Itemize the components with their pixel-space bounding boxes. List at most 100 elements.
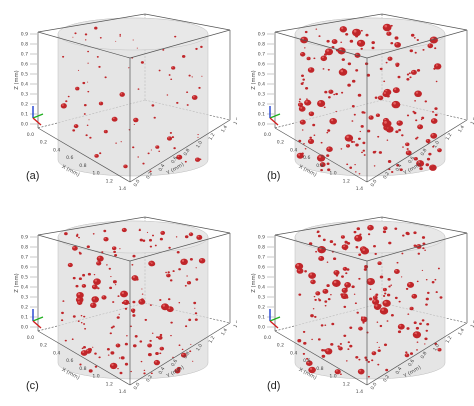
pore bbox=[173, 147, 176, 150]
pore bbox=[306, 98, 308, 100]
pore bbox=[379, 324, 383, 328]
pore bbox=[333, 269, 340, 276]
pore bbox=[162, 49, 165, 51]
pore bbox=[176, 101, 179, 104]
pore bbox=[355, 143, 359, 147]
pore bbox=[321, 354, 326, 358]
x-tick-label: 1.4 bbox=[356, 389, 363, 395]
pore-highlight bbox=[335, 369, 338, 372]
pore-highlight bbox=[151, 262, 153, 264]
box-edge bbox=[274, 13, 383, 33]
pore bbox=[331, 322, 335, 326]
x-axis: 0.00.20.40.60.81.01.21.4X (mm) bbox=[27, 132, 126, 192]
pore bbox=[316, 231, 319, 234]
pore-highlight bbox=[124, 165, 126, 167]
pore bbox=[335, 92, 338, 96]
pore bbox=[119, 92, 125, 97]
pore bbox=[306, 56, 311, 61]
triad-x bbox=[269, 320, 279, 329]
x-tick-label: 0.2 bbox=[277, 343, 284, 349]
z-tick-label: 0.4 bbox=[258, 285, 265, 291]
pore-highlight bbox=[373, 299, 376, 302]
pore bbox=[159, 352, 162, 355]
pore bbox=[364, 356, 368, 359]
pore bbox=[107, 354, 110, 356]
pore bbox=[74, 248, 76, 250]
pore-highlight bbox=[428, 44, 431, 46]
pore-highlight bbox=[122, 228, 125, 230]
pore bbox=[426, 157, 431, 161]
pore bbox=[118, 313, 120, 315]
pore bbox=[78, 251, 81, 254]
pore bbox=[188, 232, 194, 237]
pore bbox=[141, 298, 144, 300]
pore bbox=[181, 348, 184, 351]
y-tick-label: 1.2 bbox=[445, 335, 454, 344]
pore bbox=[347, 341, 350, 344]
pore bbox=[327, 68, 330, 71]
pore bbox=[379, 307, 389, 315]
pore bbox=[405, 142, 410, 147]
pore bbox=[60, 103, 67, 109]
pore bbox=[415, 119, 418, 122]
pore-highlight bbox=[396, 63, 398, 65]
pore bbox=[189, 258, 193, 261]
pore-highlight bbox=[330, 118, 334, 122]
z-tick-label: 0.8 bbox=[258, 42, 265, 48]
box-edge bbox=[144, 216, 231, 234]
pore bbox=[422, 247, 425, 250]
pore bbox=[374, 252, 377, 255]
pore bbox=[194, 318, 198, 321]
pore bbox=[406, 327, 410, 330]
pore bbox=[383, 343, 388, 347]
pore bbox=[318, 299, 322, 302]
pore bbox=[350, 140, 354, 143]
z-axis-label: Z (mm) bbox=[251, 70, 257, 89]
pore bbox=[354, 164, 356, 166]
x-tick-label: 0.8 bbox=[79, 163, 86, 169]
y-tick-label: 1.2 bbox=[208, 132, 217, 141]
pore bbox=[416, 136, 419, 139]
pore bbox=[318, 35, 321, 37]
pore-highlight bbox=[383, 91, 386, 95]
pore bbox=[362, 141, 366, 145]
pore bbox=[121, 301, 125, 305]
pore bbox=[416, 341, 419, 343]
pore bbox=[72, 129, 76, 132]
y-tick-label: 1.4 bbox=[220, 124, 229, 133]
pore bbox=[72, 36, 74, 38]
z-tick-label: 0.2 bbox=[21, 305, 28, 311]
pore bbox=[113, 250, 116, 254]
pore bbox=[83, 103, 87, 107]
pore bbox=[409, 352, 414, 355]
pore-highlight bbox=[97, 261, 99, 264]
pore-cloud bbox=[295, 224, 443, 378]
pore bbox=[147, 343, 152, 348]
pore bbox=[326, 284, 330, 288]
y-tick-label: 0.6 bbox=[407, 358, 416, 367]
pore bbox=[159, 299, 162, 301]
pore bbox=[324, 90, 328, 94]
pore-highlight bbox=[362, 248, 365, 251]
pore bbox=[425, 138, 431, 144]
pore bbox=[379, 67, 383, 71]
pore-highlight bbox=[104, 130, 106, 132]
pore bbox=[149, 304, 152, 306]
box-edge bbox=[129, 322, 231, 386]
pore-highlight bbox=[104, 237, 106, 240]
pore bbox=[371, 46, 375, 50]
pore bbox=[399, 168, 403, 172]
pore bbox=[376, 321, 379, 323]
pore-highlight bbox=[383, 288, 385, 290]
pore bbox=[421, 319, 425, 322]
pore bbox=[313, 134, 316, 136]
y-tick-label: 0.0 bbox=[133, 179, 142, 188]
pore-highlight bbox=[410, 307, 412, 309]
pore-highlight bbox=[432, 119, 435, 121]
pore-highlight bbox=[329, 90, 331, 92]
y-tick-label: 0.8 bbox=[183, 148, 192, 157]
pore bbox=[363, 268, 368, 271]
pore bbox=[302, 330, 306, 333]
pore bbox=[67, 262, 73, 268]
pore bbox=[98, 65, 101, 68]
